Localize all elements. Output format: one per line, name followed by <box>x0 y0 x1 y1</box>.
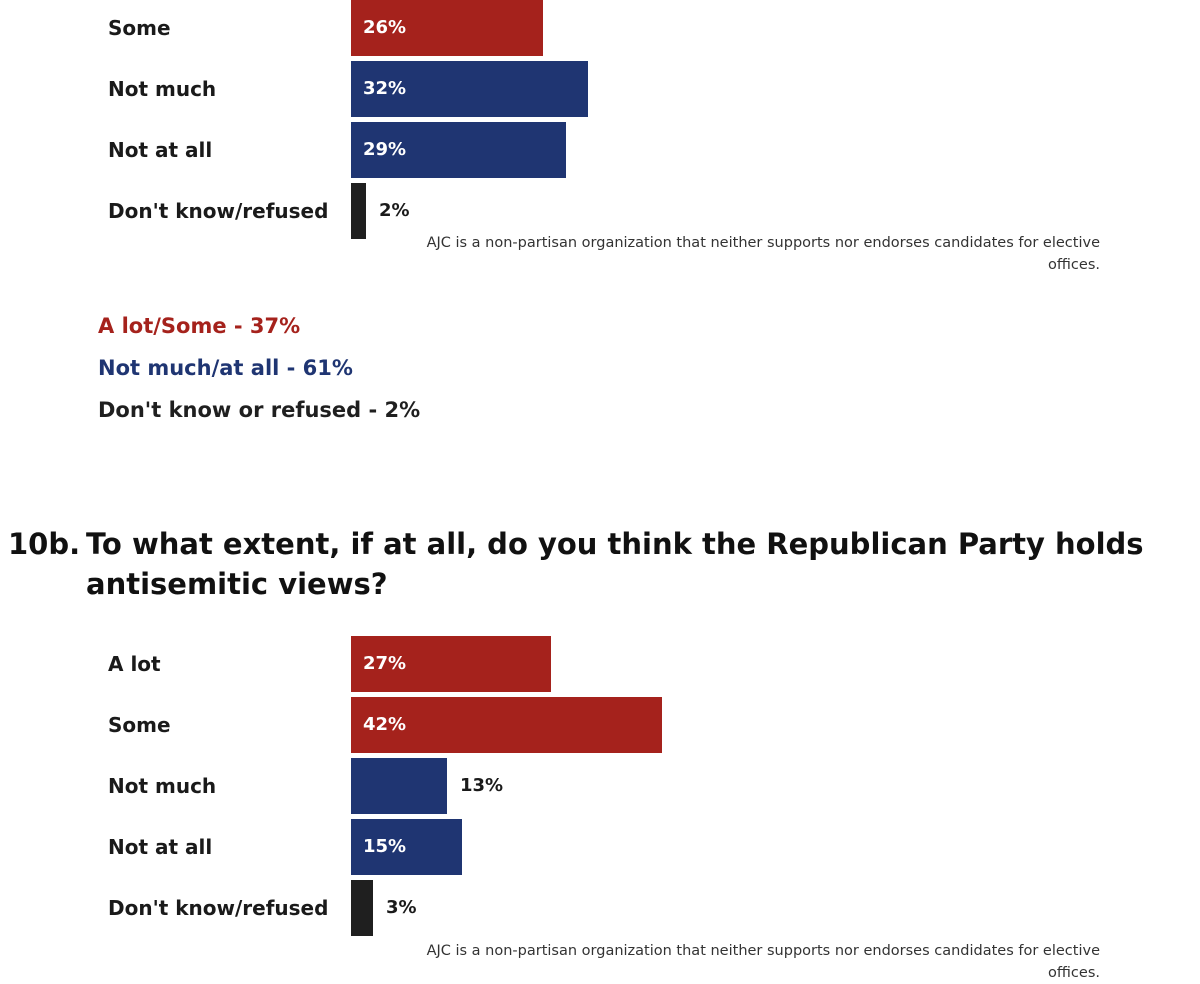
bar-not-at-all <box>351 122 566 178</box>
chart-1: AJC is a non-partisan organization that … <box>0 0 1200 290</box>
category-label-not-much: Not much <box>108 774 217 798</box>
category-label-don-t-know-refused: Don't know/refused <box>108 199 329 223</box>
bar-not-at-all <box>351 819 462 875</box>
chart-1-disclaimer: AJC is a non-partisan organization that … <box>426 235 1100 273</box>
question-number: 10b. <box>8 527 81 561</box>
category-label-a-lot: A lot <box>108 652 161 676</box>
category-label-some: Some <box>108 16 171 40</box>
value-label-some: 26% <box>363 17 407 38</box>
category-label-not-much: Not much <box>108 77 217 101</box>
category-label-some: Some <box>108 713 171 737</box>
value-label-a-lot: 27% <box>363 653 407 674</box>
summary-not-much-at-all: Not much/at all - 61% <box>98 356 353 380</box>
question-heading: 10b. To what extent, if at all, do you t… <box>8 524 1188 604</box>
value-label-not-at-all: 29% <box>363 139 407 160</box>
bar-some <box>351 697 662 753</box>
bar-not-much <box>351 61 588 117</box>
value-label-not-at-all: 15% <box>363 836 407 857</box>
bar-some <box>351 0 543 56</box>
value-label-not-much: 13% <box>460 775 504 796</box>
value-label-some: 42% <box>363 714 407 735</box>
category-label-not-at-all: Not at all <box>108 835 213 859</box>
summary-dont-know: Don't know or refused - 2% <box>98 398 421 422</box>
category-label-not-at-all: Not at all <box>108 138 213 162</box>
bar-don-t-know-refused <box>351 880 373 936</box>
bar-a-lot <box>351 636 551 692</box>
value-label-don-t-know-refused: 3% <box>386 897 417 918</box>
chart-2: AJC is a non-partisan organization that … <box>0 630 1200 984</box>
summary-lot-some: A lot/Some - 37% <box>98 314 301 338</box>
category-label-don-t-know-refused: Don't know/refused <box>108 896 329 920</box>
question-text: To what extent, if at all, do you think … <box>86 527 1144 601</box>
value-label-not-much: 32% <box>363 78 407 99</box>
value-label-don-t-know-refused: 2% <box>379 200 410 221</box>
bar-don-t-know-refused <box>351 183 366 239</box>
bar-not-much <box>351 758 447 814</box>
chart-2-disclaimer: AJC is a non-partisan organization that … <box>426 943 1100 981</box>
